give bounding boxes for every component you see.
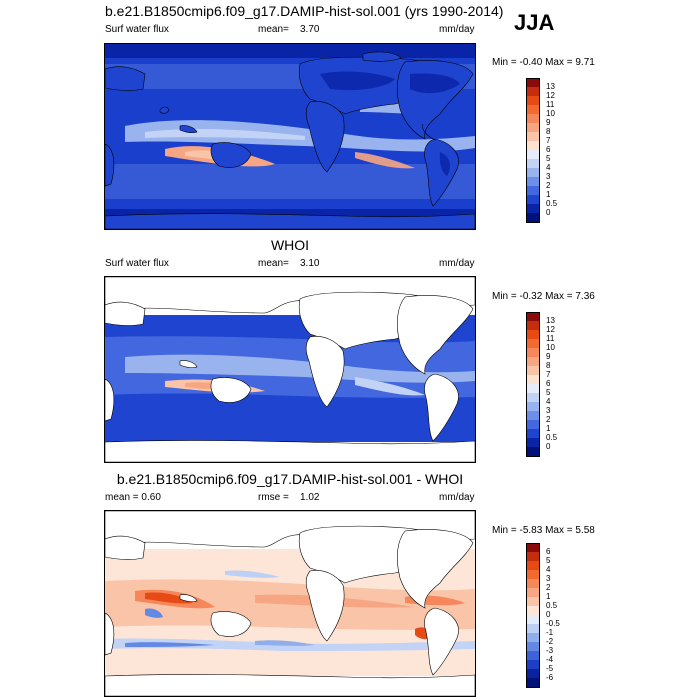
colorbar-tick-label: -3 (546, 646, 554, 655)
colorbar-swatch (526, 678, 540, 688)
colorbar-swatch (526, 213, 540, 223)
colorbar-tick-label: 4 (546, 565, 551, 574)
panel1-variable-label: Surf water flux (105, 24, 169, 35)
colorbar-tick-label: 1 (546, 424, 551, 433)
panel3-mean-label: mean = 0.60 (105, 492, 161, 503)
colorbar-tick-label: 3 (546, 406, 551, 415)
colorbar-tick-label: 12 (546, 91, 555, 100)
colorbar-tick-label: -6 (546, 673, 554, 682)
colorbar-tick-label: -5 (546, 664, 554, 673)
colorbar-tick-label: 3 (546, 172, 551, 181)
colorbar-tick-label: 9 (546, 352, 551, 361)
colorbar-tick-label: 7 (546, 136, 551, 145)
colorbar-tick-label: 5 (546, 154, 551, 163)
panel1-title: b.e21.B1850cmip6.f09_g17.DAMIP-hist-sol.… (105, 3, 504, 19)
panel3-map (104, 510, 476, 697)
panel3-map-graphic (105, 511, 475, 696)
colorbar-tick-label: 5 (546, 388, 551, 397)
colorbar-tick-label: 11 (546, 100, 555, 109)
colorbar-tick-label: 0 (546, 442, 551, 451)
colorbar-tick-label: 5 (546, 556, 551, 565)
colorbar-tick-label: 13 (546, 82, 555, 91)
panel2-title: WHOI (270, 237, 310, 253)
colorbar-tick-label: 0 (546, 208, 551, 217)
colorbar-tick-label: 10 (546, 109, 555, 118)
colorbar-tick-label: 2 (546, 181, 551, 190)
colorbar-tick-label: 10 (546, 343, 555, 352)
season-label: JJA (514, 10, 555, 35)
panel1-map-graphic (105, 44, 475, 229)
panel3-rmse-value: 1.02 (300, 492, 320, 503)
colorbar-tick-label: -4 (546, 655, 554, 664)
colorbar-tick-label: 2 (546, 583, 551, 592)
panel2-mean-value: 3.10 (300, 258, 320, 269)
colorbar-tick-label: -1 (546, 628, 554, 637)
colorbar-tick-label: 12 (546, 325, 555, 334)
colorbar-tick-label: 8 (546, 127, 551, 136)
colorbar-tick-label: 11 (546, 334, 555, 343)
colorbar-tick-label: 3 (546, 574, 551, 583)
panel2-units: mm/day (439, 258, 475, 269)
colorbar-tick-label: 4 (546, 397, 551, 406)
colorbar-tick-label: 7 (546, 370, 551, 379)
colorbar-tick-label: 2 (546, 415, 551, 424)
colorbar-tick-label: 9 (546, 118, 551, 127)
colorbar-tick-label: 4 (546, 163, 551, 172)
colorbar-tick-label: 0.5 (546, 601, 558, 610)
panel1-minmax: Min = -0.40 Max = 9.71 (492, 57, 595, 68)
panel2-map (104, 276, 476, 463)
panel1-mean-value: 3.70 (300, 24, 320, 35)
colorbar-tick-label: 1 (546, 592, 551, 601)
colorbar-tick-label: 1 (546, 190, 551, 199)
panel3-rmse-label: rmse = (258, 492, 289, 503)
panel1-mean-label: mean= (258, 24, 289, 35)
colorbar-tick-label: 6 (546, 547, 551, 556)
panel1-map (104, 43, 476, 230)
panel1-units: mm/day (439, 24, 475, 35)
colorbar-swatch (526, 447, 540, 457)
colorbar-tick-label: -0.5 (546, 619, 560, 628)
panel2-variable-label: Surf water flux (105, 258, 169, 269)
colorbar-tick-label: -2 (546, 637, 554, 646)
panel2-mean-label: mean= (258, 258, 289, 269)
colorbar-tick-label: 0.5 (546, 199, 558, 208)
colorbar-tick-label: 6 (546, 145, 551, 154)
colorbar-tick-label: 0 (546, 610, 551, 619)
panel3-units: mm/day (439, 492, 475, 503)
panel2-minmax: Min = -0.32 Max = 7.36 (492, 291, 595, 302)
colorbar-tick-label: 6 (546, 379, 551, 388)
panel3-minmax: Min = -5.83 Max = 5.58 (492, 525, 595, 536)
panel2-map-graphic (105, 277, 475, 462)
colorbar-tick-label: 8 (546, 361, 551, 370)
colorbar-tick-label: 0.5 (546, 433, 558, 442)
colorbar-tick-label: 13 (546, 316, 555, 325)
panel3-title: b.e21.B1850cmip6.f09_g17.DAMIP-hist-sol.… (116, 471, 464, 487)
